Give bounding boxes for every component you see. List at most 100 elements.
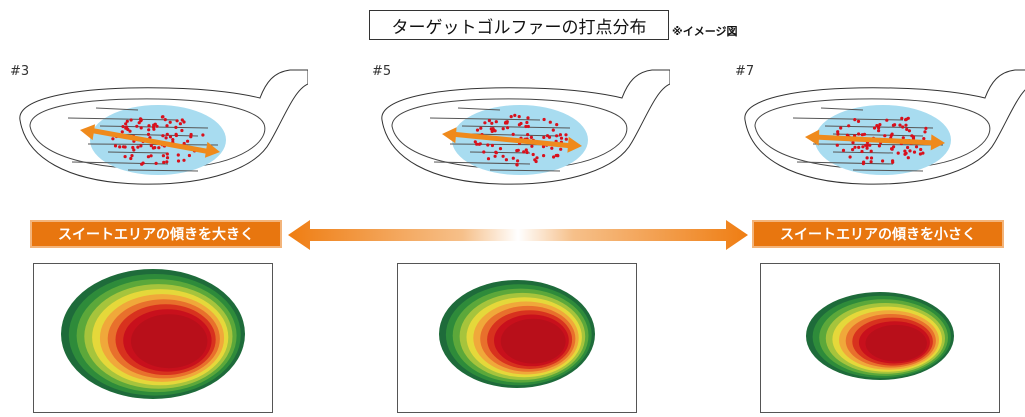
- impact-dot: [132, 148, 136, 152]
- impact-dot: [161, 154, 165, 158]
- club-head-7: [733, 68, 1025, 200]
- impact-dot: [869, 156, 874, 160]
- impact-dot: [535, 156, 539, 160]
- impact-dot: [885, 118, 889, 122]
- impact-dot: [517, 123, 521, 127]
- groove-line: [792, 117, 904, 121]
- tilt-arrow-head-right: [204, 141, 220, 158]
- tilt-arrow-head-right: [930, 134, 945, 151]
- tilt-arrow-head-left: [80, 124, 96, 141]
- impact-dot: [493, 154, 497, 158]
- groove-line: [469, 151, 531, 154]
- impact-dot: [509, 115, 513, 119]
- impact-dot: [835, 143, 839, 147]
- impact-dot: [911, 136, 916, 140]
- impact-dot: [180, 118, 184, 122]
- impact-dot: [139, 126, 143, 130]
- impact-dot: [860, 149, 864, 154]
- impact-dot: [182, 158, 186, 162]
- groove-line: [461, 125, 571, 129]
- impact-dot: [149, 144, 153, 148]
- impact-dot: [486, 157, 491, 161]
- groove-line: [796, 161, 894, 165]
- impact-dot: [490, 143, 494, 148]
- impact-dot: [547, 135, 552, 139]
- impact-dot: [522, 150, 526, 154]
- impact-dot: [482, 150, 486, 154]
- impact-dot: [123, 145, 127, 149]
- impact-dot: [901, 125, 905, 129]
- impact-dot: [489, 127, 493, 131]
- impact-dot: [856, 119, 861, 123]
- sweet-area-panel-7: [760, 263, 1000, 413]
- groove-line: [107, 151, 169, 154]
- groove-line: [67, 117, 179, 121]
- image-note: ※イメージ図: [672, 25, 738, 38]
- impact-dot: [147, 124, 151, 128]
- groove-line: [489, 169, 561, 172]
- club-face: [29, 98, 266, 170]
- impact-dot: [903, 152, 907, 156]
- impact-dot: [126, 127, 130, 132]
- groove-line: [95, 107, 139, 111]
- impact-dot: [149, 154, 153, 158]
- impact-dot: [189, 135, 193, 139]
- impact-dot: [165, 152, 169, 156]
- impact-dot: [152, 123, 156, 127]
- impact-dot: [891, 160, 895, 164]
- impact-dot: [155, 124, 159, 128]
- impact-dot: [146, 155, 150, 159]
- groove-line: [457, 107, 501, 111]
- impact-dot: [905, 127, 909, 131]
- impact-dot: [881, 159, 885, 163]
- impact-dot: [861, 145, 865, 149]
- impact-dot: [182, 141, 186, 146]
- impact-dot: [517, 115, 521, 119]
- impact-dot: [556, 154, 560, 158]
- impact-dot: [559, 136, 564, 140]
- impact-dot: [889, 134, 893, 138]
- impact-dot: [475, 142, 479, 146]
- impact-dot: [878, 123, 882, 127]
- impact-dot: [483, 121, 487, 125]
- impact-dot: [187, 153, 191, 158]
- impact-dot: [161, 115, 165, 119]
- impact-dot: [847, 124, 851, 128]
- impact-dot: [552, 155, 556, 159]
- impact-dot: [865, 146, 869, 150]
- impact-dot: [877, 129, 881, 133]
- impact-dot: [176, 153, 180, 157]
- impact-dot: [558, 133, 562, 137]
- impact-dot: [529, 135, 533, 139]
- club-label-5: #5: [372, 64, 392, 79]
- impact-dot: [511, 132, 515, 136]
- impact-dot: [186, 139, 190, 143]
- impact-dot: [503, 121, 508, 125]
- impact-dot: [131, 145, 135, 150]
- impact-dot: [559, 147, 563, 151]
- impact-dot: [922, 137, 926, 141]
- impact-dot: [921, 151, 925, 155]
- impact-dot: [124, 122, 128, 126]
- sweet-area-panel-3: [33, 263, 273, 413]
- impact-dot: [174, 125, 178, 129]
- impact-dot: [164, 136, 168, 140]
- impact-dot: [147, 128, 151, 132]
- sweet-area-ring: [131, 314, 208, 369]
- impact-dot: [161, 134, 165, 138]
- impact-dot: [865, 156, 869, 160]
- impact-dot: [526, 124, 530, 129]
- impact-dot: [121, 125, 125, 129]
- impact-dot: [120, 130, 124, 134]
- impact-dot: [542, 135, 546, 139]
- impact-dot: [516, 159, 520, 163]
- diagram-title: ターゲットゴルファーの打点分布: [369, 10, 669, 40]
- impact-dot: [175, 119, 179, 123]
- club-face: [754, 98, 991, 170]
- sweet-area-ring: [500, 318, 566, 364]
- banner-tilt-smaller: スイートエリアの傾きを小さく: [752, 220, 1004, 248]
- tilt-arrow-line: [88, 127, 212, 155]
- impact-dot: [163, 118, 167, 122]
- impact-dot: [898, 123, 902, 127]
- impact-dot: [118, 145, 122, 149]
